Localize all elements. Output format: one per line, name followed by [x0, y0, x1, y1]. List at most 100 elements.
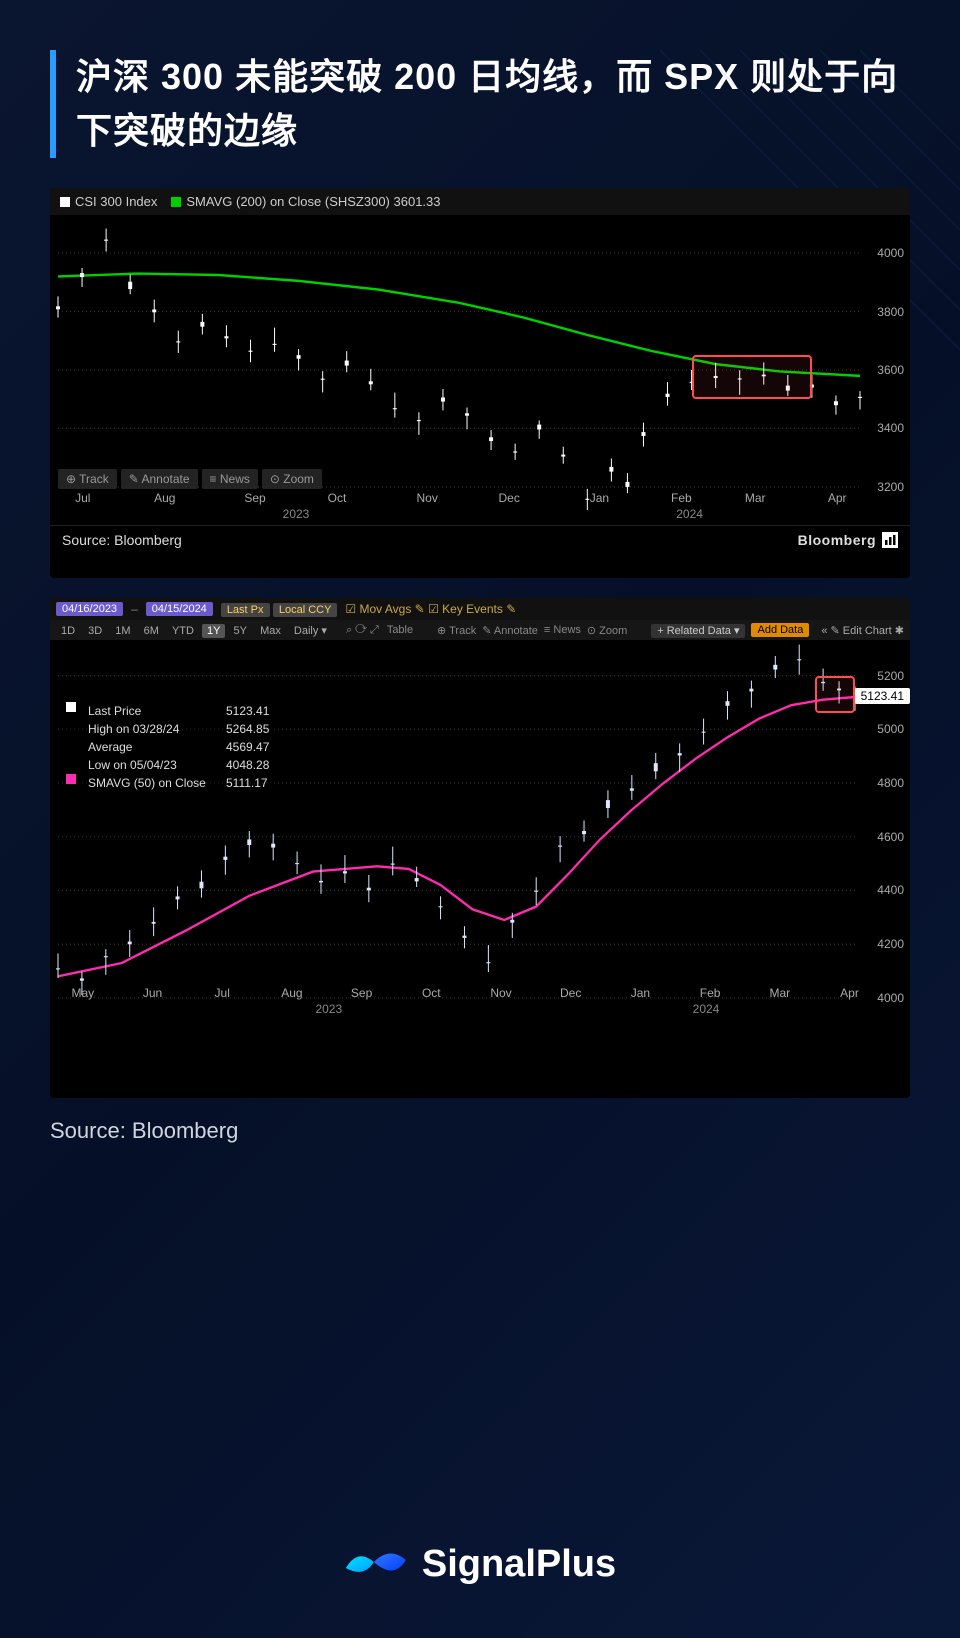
y-tick: 3600: [877, 363, 904, 377]
page-title-block: 沪深 300 未能突破 200 日均线，而 SPX 则处于向下突破的边缘: [50, 50, 910, 158]
x-tick: Nov: [417, 491, 438, 505]
chart-tool[interactable]: ≡ News: [202, 469, 258, 489]
extra-control[interactable]: ⌕ ⟳ ⤢: [346, 624, 379, 636]
range-button[interactable]: Daily ▾: [289, 624, 332, 638]
related-data-button[interactable]: + Related Data ▾: [651, 624, 745, 638]
legend-item-price: CSI 300 Index: [60, 194, 157, 209]
legend-row: Average4569.47: [66, 738, 269, 756]
x-tick: Apr: [828, 491, 847, 505]
bloomberg-logo: Bloomberg: [798, 532, 898, 548]
page-title: 沪深 300 未能突破 200 日均线，而 SPX 则处于向下突破的边缘: [76, 50, 910, 158]
x-tick: Jul: [215, 986, 230, 1000]
legend-row: Low on 05/04/234048.28: [66, 756, 269, 774]
range-button[interactable]: 1M: [110, 624, 135, 638]
chart1-toolbar: ⊕ Track✎ Annotate≡ News⊙ Zoom: [58, 469, 322, 489]
y-tick: 5000: [877, 722, 904, 736]
x-tick: Jun: [143, 986, 162, 1000]
y-tick: 4200: [877, 937, 904, 951]
x-tick: Jan: [590, 491, 609, 505]
legend-label-sma: SMAVG (200) on Close (SHSZ300) 3601.33: [186, 194, 440, 209]
y-tick: 4400: [877, 883, 904, 897]
y-tick: 3800: [877, 305, 904, 319]
range-button[interactable]: 1Y: [202, 624, 225, 638]
chart2-svg: [50, 640, 910, 1020]
brand-footer: SignalPlus: [344, 1540, 616, 1588]
chart2-header: 04/16/2023 – 04/15/2024 Last Px Local CC…: [50, 598, 910, 620]
y-tick: 5200: [877, 669, 904, 683]
edit-chart-button[interactable]: « ✎ Edit Chart ✱: [821, 625, 904, 637]
last-price-tag: 5123.41: [855, 688, 910, 704]
legend-swatch-sma: [171, 197, 181, 207]
legend-label-price: CSI 300 Index: [75, 194, 157, 209]
x-year: 2024: [693, 1002, 720, 1016]
x-tick: Jul: [75, 491, 90, 505]
x-tick: Feb: [700, 986, 721, 1000]
chart1-footer: Source: Bloomberg Bloomberg: [50, 525, 910, 554]
header-tag[interactable]: Local CCY: [273, 603, 338, 617]
header-check[interactable]: ☑ Key Events: [428, 602, 503, 616]
chart2-highlight: [815, 676, 855, 714]
brand-name: SignalPlus: [422, 1543, 616, 1586]
range-button[interactable]: Max: [255, 624, 286, 638]
x-tick: Apr: [840, 986, 859, 1000]
x-tick: Mar: [769, 986, 790, 1000]
x-year: 2023: [315, 1002, 342, 1016]
chart1-highlight: [692, 355, 812, 399]
x-tick: Oct: [422, 986, 441, 1000]
range-button[interactable]: 1D: [56, 624, 80, 638]
y-tick: 4000: [877, 246, 904, 260]
chart-tool[interactable]: ⊙ Zoom: [587, 624, 627, 637]
legend-item-sma: SMAVG (200) on Close (SHSZ300) 3601.33: [171, 194, 440, 209]
x-tick: Dec: [560, 986, 581, 1000]
y-tick: 4800: [877, 776, 904, 790]
chart2-plot: 4000 4200 4400 4600 4800 5000 5200 Last Price5…: [50, 640, 910, 1020]
x-tick: Nov: [490, 986, 511, 1000]
x-tick: Oct: [328, 491, 347, 505]
legend-swatch: [66, 702, 76, 712]
y-tick: 3200: [877, 480, 904, 494]
chart-spx: 04/16/2023 – 04/15/2024 Last Px Local CC…: [50, 598, 910, 1098]
x-tick: Aug: [154, 491, 175, 505]
header-check[interactable]: ☑ Mov Avgs: [345, 602, 411, 616]
add-data-button[interactable]: Add Data: [751, 623, 809, 637]
range-button[interactable]: 5Y: [229, 624, 252, 638]
chart2-legend: Last Price5123.41High on 03/28/245264.85…: [60, 698, 275, 796]
chart-tool[interactable]: ✎ Annotate: [121, 469, 198, 489]
chart1-legend: CSI 300 Index SMAVG (200) on Close (SHSZ…: [50, 188, 910, 215]
date-to[interactable]: 04/15/2024: [146, 602, 213, 616]
chart-csi300: CSI 300 Index SMAVG (200) on Close (SHSZ…: [50, 188, 910, 578]
x-tick: Mar: [745, 491, 766, 505]
date-from[interactable]: 04/16/2023: [56, 602, 123, 616]
brand-icon: [344, 1540, 408, 1588]
x-tick: Aug: [281, 986, 302, 1000]
y-tick: 4000: [877, 991, 904, 1005]
x-tick: Feb: [671, 491, 692, 505]
legend-row: High on 03/28/245264.85: [66, 720, 269, 738]
chart-tool[interactable]: ⊕ Track: [437, 624, 476, 637]
y-tick: 4600: [877, 830, 904, 844]
x-tick: Sep: [351, 986, 372, 1000]
source-attribution: Source: Bloomberg: [50, 1118, 910, 1144]
chart1-source: Source: Bloomberg: [62, 532, 182, 548]
range-button[interactable]: 3D: [83, 624, 107, 638]
chart-tool[interactable]: ✎ Annotate: [482, 624, 538, 637]
legend-swatch-price: [60, 197, 70, 207]
chart-tool[interactable]: ⊙ Zoom: [262, 469, 322, 489]
legend-row: Last Price5123.41: [66, 702, 269, 720]
range-button[interactable]: YTD: [167, 624, 199, 638]
chart-tool[interactable]: ⊕ Track: [58, 469, 117, 489]
chart-tool[interactable]: ≡ News: [544, 624, 581, 637]
x-tick: Dec: [499, 491, 520, 505]
x-tick: Jan: [631, 986, 650, 1000]
legend-swatch: [66, 774, 76, 784]
x-tick: May: [71, 986, 94, 1000]
chart1-plot: 32003400360038004000 ⊕ Track✎ Annotate≡ …: [50, 215, 910, 525]
x-year: 2024: [676, 507, 703, 521]
header-tag[interactable]: Last Px: [221, 603, 270, 617]
x-year: 2023: [283, 507, 310, 521]
range-button[interactable]: 6M: [139, 624, 164, 638]
x-tick: Sep: [244, 491, 265, 505]
legend-row: SMAVG (50) on Close5111.17: [66, 774, 269, 792]
chart2-subheader: 1D 3D 1M 6M YTD 1Y 5Y Max Daily ▾ ⌕ ⟳ ⤢ T…: [50, 620, 910, 640]
extra-control[interactable]: Table: [387, 624, 413, 636]
